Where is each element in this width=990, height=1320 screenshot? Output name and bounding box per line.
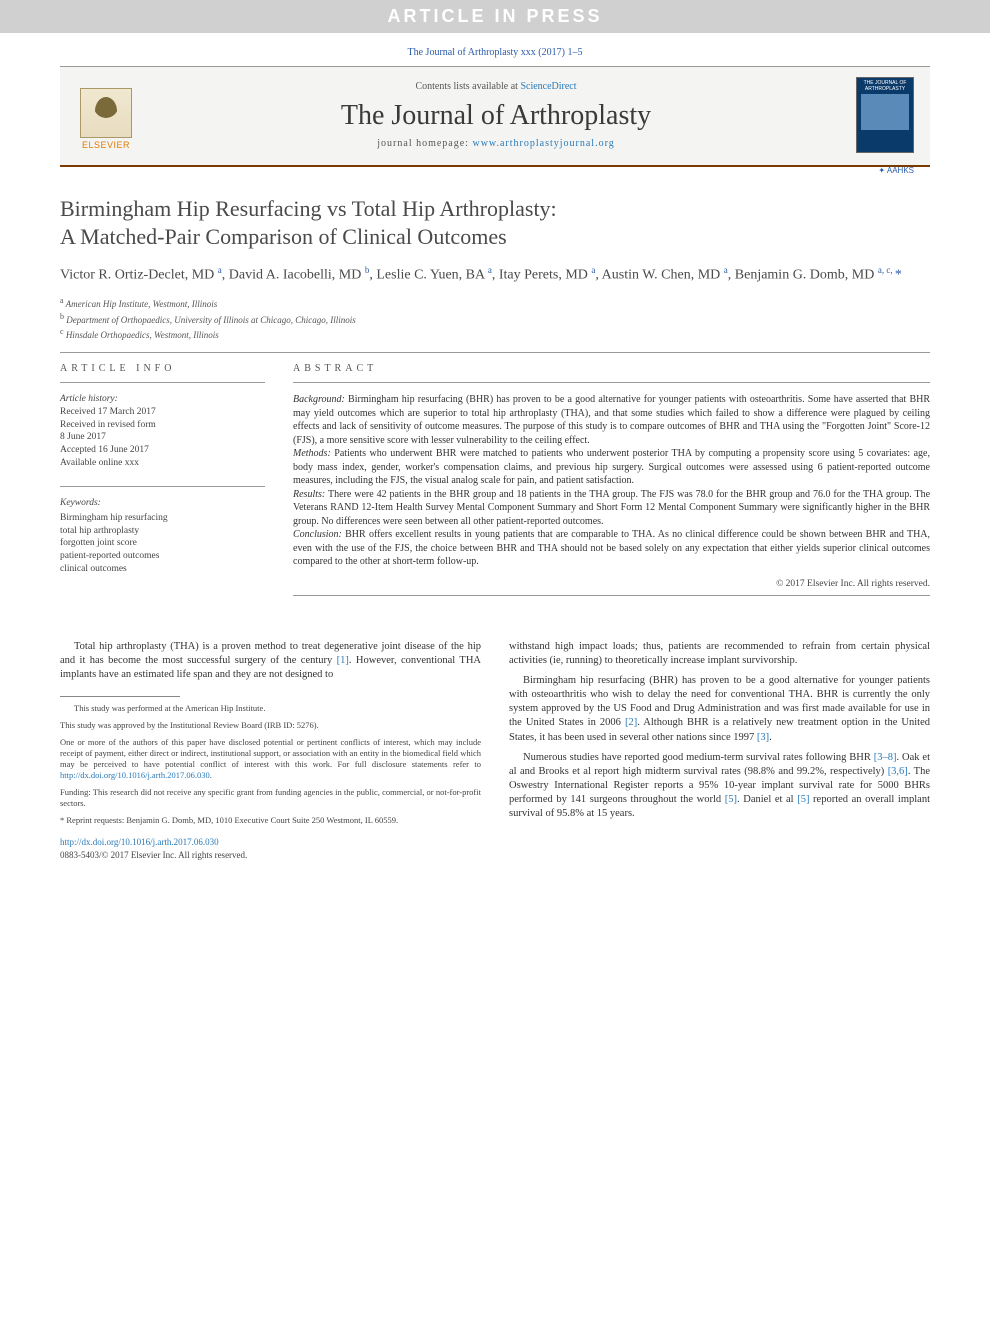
journal-name: The Journal of Arthroplasty [136,100,856,132]
accepted-date: Accepted 16 June 2017 [60,444,265,457]
article-info-column: article info Article history: Received 1… [60,363,265,606]
body-paragraph: Total hip arthroplasty (THA) is a proven… [60,640,481,683]
elsevier-tree-icon [80,88,132,138]
body-columns: Total hip arthroplasty (THA) is a proven… [60,640,930,861]
footnotes: This study was performed at the American… [60,703,481,826]
citation-line: The Journal of Arthroplasty xxx (2017) 1… [0,33,990,66]
right-column: withstand high impact loads; thus, patie… [509,640,930,861]
footnote-text: One or more of the authors of this paper… [60,737,481,769]
affiliation-c: c Hinsdale Orthopaedics, Westmont, Illin… [60,326,930,342]
title-line-1: Birmingham Hip Resurfacing vs Total Hip … [60,196,557,221]
received-date: Received 17 March 2017 [60,406,265,419]
contents-available-line: Contents lists available at ScienceDirec… [136,81,856,92]
doi-link[interactable]: http://dx.doi.org/10.1016/j.arth.2017.06… [60,837,219,847]
divider [293,595,930,596]
abstract-copyright: © 2017 Elsevier Inc. All rights reserved… [293,579,930,589]
abstract-text: Background: Birmingham hip resurfacing (… [293,393,930,569]
homepage-link[interactable]: www.arthroplastyjournal.org [472,138,614,149]
body-paragraph: withstand high impact loads; thus, patie… [509,640,930,668]
author-list: Victor R. Ortiz-Declet, MD a, David A. I… [60,264,930,285]
divider [60,352,930,353]
affiliation-b: b Department of Orthopaedics, University… [60,311,930,327]
keywords-block: Keywords: Birmingham hip resurfacing tot… [60,486,265,576]
revised-label: Received in revised form [60,419,265,432]
issn-copyright: 0883-5403/© 2017 Elsevier Inc. All right… [60,850,247,860]
affiliation-c-text: Hinsdale Orthopaedics, Westmont, Illinoi… [66,330,219,340]
footnote: Funding: This research did not receive a… [60,787,481,809]
footnote-divider [60,696,180,697]
revised-date: 8 June 2017 [60,431,265,444]
info-abstract-row: article info Article history: Received 1… [60,363,930,606]
results-text: There were 42 patients in the BHR group … [293,489,930,527]
article-content: Birmingham Hip Resurfacing vs Total Hip … [60,195,930,861]
background-heading: Background: [293,394,345,405]
keyword: clinical outcomes [60,563,265,576]
affiliation-b-text: Department of Orthopaedics, University o… [66,315,355,325]
abstract-column: abstract Background: Birmingham hip resu… [293,363,930,606]
conclusion-text: BHR offers excellent results in young pa… [293,529,930,567]
affiliations: a American Hip Institute, Westmont, Illi… [60,295,930,342]
methods-text: Patients who underwent BHR were matched … [293,448,930,486]
aahks-text: AAHKS [887,166,914,175]
background-text: Birmingham hip resurfacing (BHR) has pro… [293,394,930,446]
body-paragraph: Numerous studies have reported good medi… [509,751,930,822]
header-center: Contents lists available at ScienceDirec… [136,81,856,149]
results-heading: Results: [293,489,325,500]
title-line-2: A Matched-Pair Comparison of Clinical Ou… [60,224,507,249]
elsevier-logo: ELSEVIER [76,80,136,150]
divider [293,382,930,383]
keyword: total hip arthroplasty [60,525,265,538]
keywords-heading: Keywords: [60,497,265,510]
keyword: forgotten joint score [60,537,265,550]
article-info-label: article info [60,363,265,374]
conclusion-heading: Conclusion: [293,529,342,540]
article-in-press-banner: ARTICLE IN PRESS [0,0,990,33]
footnote: This study was approved by the Instituti… [60,720,481,731]
journal-homepage-line: journal homepage: www.arthroplastyjourna… [136,138,856,149]
elsevier-wordmark: ELSEVIER [82,140,130,150]
methods-heading: Methods: [293,448,331,459]
abstract-label: abstract [293,363,930,374]
article-title: Birmingham Hip Resurfacing vs Total Hip … [60,195,930,250]
keyword: Birmingham hip resurfacing [60,512,265,525]
affiliation-a: a American Hip Institute, Westmont, Illi… [60,295,930,311]
sciencedirect-link[interactable]: ScienceDirect [520,81,576,92]
doi-block: http://dx.doi.org/10.1016/j.arth.2017.06… [60,836,481,860]
footnote: This study was performed at the American… [60,703,481,714]
journal-header: ELSEVIER Contents lists available at Sci… [60,66,930,167]
keyword: patient-reported outcomes [60,550,265,563]
disclosure-doi-link[interactable]: http://dx.doi.org/10.1016/j.arth.2017.06… [60,770,210,780]
homepage-prefix: journal homepage: [377,138,472,149]
footnote-reprint: * Reprint requests: Benjamin G. Domb, MD… [60,815,481,826]
contents-prefix: Contents lists available at [415,81,520,92]
online-date: Available online xxx [60,457,265,470]
cover-title: THE JOURNAL OF ARTHROPLASTY [859,80,911,92]
article-history: Article history: Received 17 March 2017 … [60,393,265,470]
affiliation-a-text: American Hip Institute, Westmont, Illino… [66,299,218,309]
footnote-disclosure: One or more of the authors of this paper… [60,737,481,781]
history-heading: Article history: [60,393,265,406]
footnote-text: . [210,770,212,780]
divider [60,486,265,487]
journal-cover-thumbnail: THE JOURNAL OF ARTHROPLASTY [856,77,914,153]
aahks-badge: ✦ AAHKS [878,166,914,175]
divider [60,382,265,383]
body-paragraph: Birmingham hip resurfacing (BHR) has pro… [509,674,930,745]
left-column: Total hip arthroplasty (THA) is a proven… [60,640,481,861]
